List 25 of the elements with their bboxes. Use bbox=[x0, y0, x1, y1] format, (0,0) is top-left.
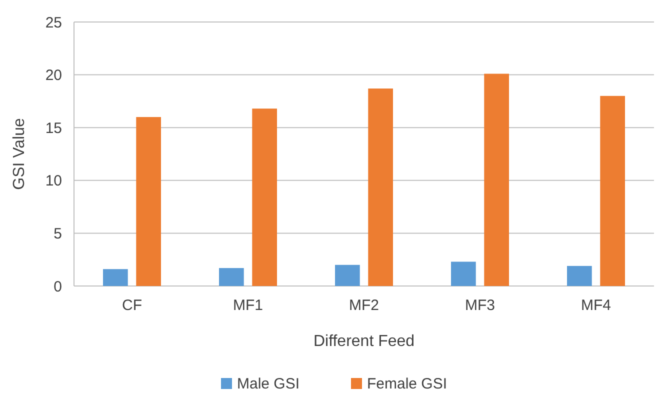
bar bbox=[335, 264, 360, 286]
y-tick-label: 5 bbox=[54, 225, 62, 242]
bar bbox=[103, 269, 128, 286]
bar bbox=[252, 108, 277, 286]
x-tick-label: MF2 bbox=[349, 297, 379, 314]
y-axis-title: GSI Value bbox=[11, 118, 28, 190]
y-tick-label: 0 bbox=[54, 278, 62, 296]
x-axis-title: Different Feed bbox=[313, 333, 415, 350]
bar bbox=[484, 74, 509, 286]
bar bbox=[600, 96, 625, 286]
bar bbox=[219, 268, 244, 286]
y-tick-label: 20 bbox=[45, 67, 62, 84]
y-tick-label: 15 bbox=[45, 120, 62, 137]
x-tick-label: MF1 bbox=[233, 297, 263, 314]
legend-label: Male GSI bbox=[237, 376, 300, 392]
bar bbox=[368, 88, 393, 286]
x-tick-label: MF4 bbox=[581, 297, 611, 314]
legend-label: Female GSI bbox=[367, 376, 448, 392]
bar bbox=[136, 117, 161, 286]
x-tick-label: CF bbox=[122, 297, 142, 314]
x-tick-label: MF3 bbox=[465, 297, 495, 314]
bar bbox=[567, 266, 592, 286]
y-tick-label: 10 bbox=[45, 172, 62, 190]
bar bbox=[451, 262, 476, 286]
y-tick-label: 25 bbox=[45, 14, 62, 32]
